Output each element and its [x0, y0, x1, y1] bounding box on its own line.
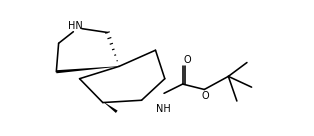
Polygon shape — [56, 66, 119, 73]
Polygon shape — [104, 102, 118, 113]
Text: HN: HN — [68, 21, 83, 31]
Text: O: O — [201, 91, 209, 101]
Text: NH: NH — [156, 104, 171, 115]
Text: O: O — [183, 55, 191, 65]
